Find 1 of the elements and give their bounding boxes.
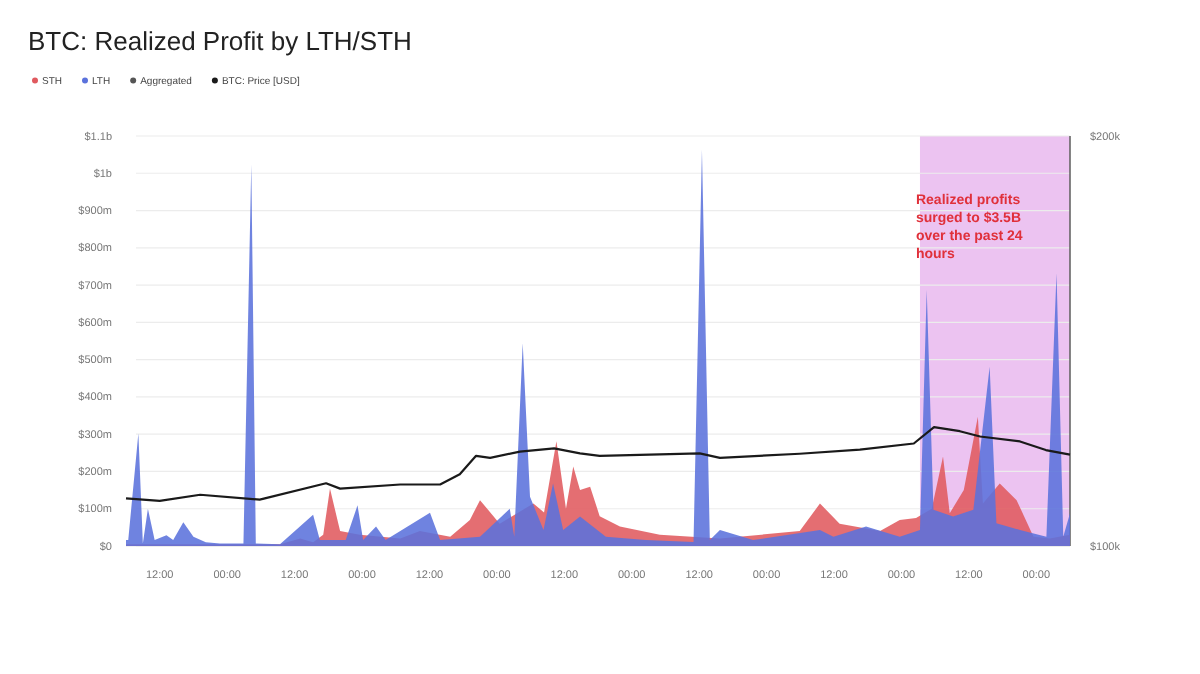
chart-title: BTC: Realized Profit by LTH/STH — [28, 26, 412, 56]
